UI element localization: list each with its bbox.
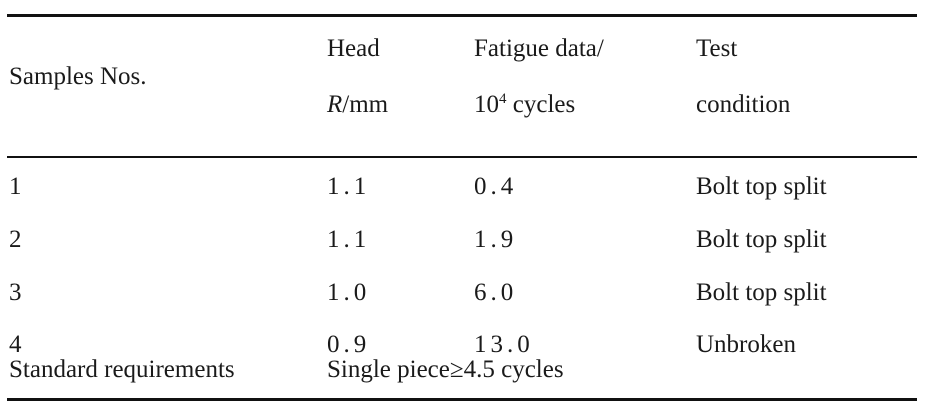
row-1-head-r: 1.1 xyxy=(327,173,371,200)
header-test-line1: Test xyxy=(696,35,738,62)
header-samples: Samples Nos. xyxy=(9,63,147,90)
header-fatigue-line1: Fatigue data/ xyxy=(474,35,604,62)
table-top-rule xyxy=(7,14,917,17)
row-4-fatigue: 13.0 xyxy=(474,331,534,358)
row-1-condition: Bolt top split xyxy=(696,173,827,200)
row-1-fatigue: 0.4 xyxy=(474,173,518,200)
header-head-line2: R/mm xyxy=(327,90,388,120)
header-test-line2: condition xyxy=(696,91,791,118)
row-4-sample: 4 xyxy=(9,331,22,358)
footer-value: Single piece≥4.5 cycles xyxy=(327,356,564,383)
row-3-condition: Bolt top split xyxy=(696,279,827,306)
row-4-head-r: 0.9 xyxy=(327,331,371,358)
header-head-r: R xyxy=(327,91,343,118)
row-2-condition: Bolt top split xyxy=(696,226,827,253)
row-2-sample: 2 xyxy=(9,226,22,253)
row-3-sample: 3 xyxy=(9,279,22,306)
footer-label: Standard requirements xyxy=(9,356,235,383)
header-fatigue-exp: 4 xyxy=(499,91,507,107)
row-2-head-r: 1.1 xyxy=(327,226,371,253)
header-fatigue-line2: 104 cycles xyxy=(474,90,575,120)
header-head-unit: /mm xyxy=(342,91,389,118)
header-fatigue-base: 10 xyxy=(474,91,499,118)
header-head-line1: Head xyxy=(327,35,380,62)
row-4-condition: Unbroken xyxy=(696,331,796,358)
table-header-rule xyxy=(7,156,917,158)
header-fatigue-unit: cycles xyxy=(506,91,576,118)
row-3-fatigue: 6.0 xyxy=(474,279,518,306)
row-2-fatigue: 1.9 xyxy=(474,226,518,253)
table-bottom-rule xyxy=(7,398,917,401)
row-3-head-r: 1.0 xyxy=(327,279,371,306)
row-1-sample: 1 xyxy=(9,173,22,200)
